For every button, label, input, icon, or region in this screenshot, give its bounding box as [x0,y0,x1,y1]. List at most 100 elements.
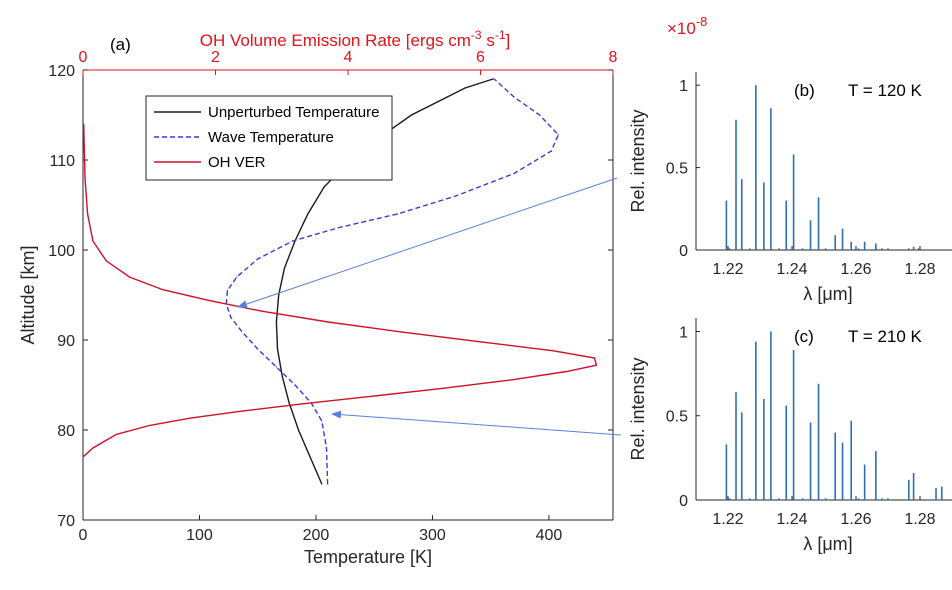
legend-box [145,95,393,181]
point-wave-temperature [493,78,495,80]
series-line-oh-ver [83,123,598,458]
point-wave-temperature [338,226,340,229]
panel-b-x-tick-label: 1.26 [840,261,871,278]
point-oh-ver [552,350,554,352]
point-oh-ver [327,321,329,323]
point-oh-ver [92,240,94,242]
point-oh-ver [261,310,263,312]
panel-a-top-label: OH Volume Emission Rate [ergs cm-3 s-1] [200,28,510,50]
panel-b-x-tick-label: 1.22 [712,261,743,278]
point-oh-ver [148,424,150,427]
point-oh-ver [479,341,482,343]
panel-a-label: (a) [110,35,131,54]
panel-c-y-tick-label: 0 [679,493,688,510]
point-oh-ver [367,396,369,398]
legend-entry-unperturbed-temperature: Unperturbed Temperature [208,104,380,121]
point-oh-ver [83,123,85,125]
point-unperturbed-temperature [278,294,280,296]
panel-c-annotation: T = 210 K [848,327,923,346]
panel-c-y-label: Rel. intensity [628,357,648,460]
point-unperturbed-temperature [309,456,311,458]
panel-a-y-tick-label: 80 [57,423,75,440]
point-oh-ver [595,364,598,366]
panel-a-top-tick-label: 8 [609,49,618,66]
point-oh-ver [593,357,596,359]
point-oh-ver [105,260,107,262]
point-wave-temperature [539,114,541,116]
point-unperturbed-temperature [276,348,279,350]
point-wave-temperature [327,483,329,485]
panel-a-top-tick-label: 0 [79,49,88,66]
point-wave-temperature [550,150,552,152]
panel-b-y-label: Rel. intensity [628,109,648,212]
panel-b-multiplier: ×10-8 [667,14,707,38]
point-wave-temperature [257,348,259,350]
panel-b-x-tick-label: 1.24 [776,261,807,278]
point-wave-temperature [513,96,515,98]
point-unperturbed-temperature [410,114,413,116]
point-oh-ver [208,299,210,301]
point-oh-ver [566,370,568,373]
legend-entry-wave-temperature: Wave Temperature [208,129,334,146]
legend-entry-oh-ver: OH VER [208,154,266,171]
point-unperturbed-temperature [321,483,323,485]
series-line-wave-temperature [225,78,560,485]
point-oh-ver [87,213,89,215]
point-oh-ver [188,417,190,419]
panel-c-x-tick-label: 1.26 [840,511,871,528]
panel-a-y-tick-label: 70 [57,513,75,530]
panel-a-y-tick-label: 100 [48,243,75,260]
panel-a-top-tick-label: 6 [476,49,485,66]
point-oh-ver [128,276,130,278]
panel-c-y-tick-label: 0.5 [666,409,688,426]
point-wave-temperature [230,316,232,319]
arrow-to-120k-point [237,177,618,308]
panel-a-y-tick-label: 90 [57,333,75,350]
point-wave-temperature [292,240,294,242]
point-oh-ver [301,403,303,405]
panel-a-y-label: Altitude [km] [18,245,38,344]
point-unperturbed-temperature [492,78,494,80]
point-unperturbed-temperature [288,402,290,404]
panel-a-x-tick-label: 200 [303,527,330,544]
point-oh-ver [400,331,402,333]
point-unperturbed-temperature [323,186,325,188]
point-unperturbed-temperature [281,375,283,377]
point-wave-temperature [236,276,238,278]
panel-c-x-tick-label: 1.24 [776,511,807,528]
panel-a-y-tick-label: 120 [48,63,75,80]
point-unperturbed-temperature [307,213,309,215]
panel-b-annotation: T = 120 K [848,81,923,100]
panel-a-x-label: Temperature [K] [304,547,432,567]
point-wave-temperature [513,172,515,175]
panel-b-y-tick-label: 1 [679,78,688,95]
panel-c-x-label: λ [μm] [803,534,852,554]
point-wave-temperature [455,195,457,197]
panel-c-x-tick-label: 1.28 [904,511,935,528]
point-oh-ver [92,447,94,449]
point-wave-temperature [240,330,243,332]
point-unperturbed-temperature [275,321,277,323]
point-oh-ver [115,433,117,436]
panel-b-x-label: λ [μm] [803,284,852,304]
point-wave-temperature [226,289,229,292]
panel-a-x-tick-label: 0 [79,527,88,544]
panel-b-label: (b) [794,81,815,100]
point-oh-ver [241,410,243,412]
point-oh-ver [84,177,86,179]
panel-b-x-tick-label: 1.28 [904,261,935,278]
arrow-to-210k-point [331,410,622,436]
point-unperturbed-temperature [437,100,439,103]
point-oh-ver [82,456,84,458]
point-wave-temperature [275,366,277,368]
panel-a-y-tick-label: 110 [49,153,75,170]
panel-a-top-tick-label: 2 [211,49,220,66]
point-wave-temperature [557,134,559,136]
point-oh-ver [513,379,515,381]
point-unperturbed-temperature [464,87,466,89]
point-unperturbed-temperature [283,267,286,269]
point-unperturbed-temperature [297,429,300,431]
point-wave-temperature [325,447,328,449]
panel-c-label: (c) [794,327,814,346]
